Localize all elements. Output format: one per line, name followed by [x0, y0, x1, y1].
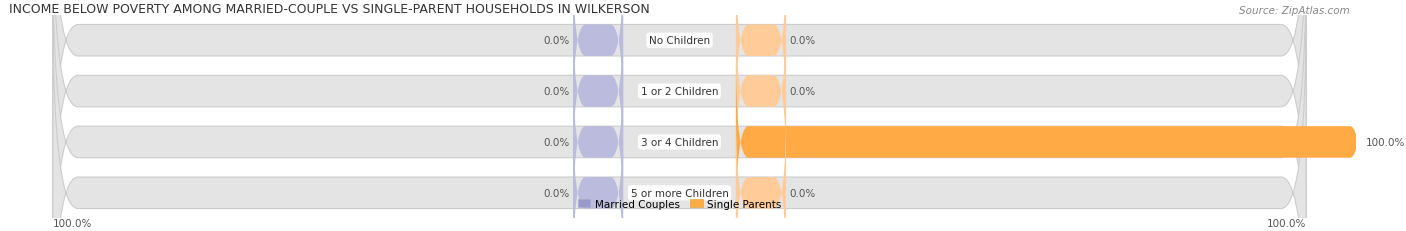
Text: INCOME BELOW POVERTY AMONG MARRIED-COUPLE VS SINGLE-PARENT HOUSEHOLDS IN WILKERS: INCOME BELOW POVERTY AMONG MARRIED-COUPL… — [8, 3, 650, 16]
Text: 0.0%: 0.0% — [544, 137, 569, 147]
Text: Source: ZipAtlas.com: Source: ZipAtlas.com — [1239, 6, 1350, 16]
Text: 100.0%: 100.0% — [1267, 218, 1306, 228]
FancyBboxPatch shape — [735, 57, 1362, 228]
FancyBboxPatch shape — [574, 6, 623, 177]
FancyBboxPatch shape — [53, 0, 1306, 228]
Text: 5 or more Children: 5 or more Children — [631, 188, 728, 198]
Text: 0.0%: 0.0% — [789, 87, 815, 97]
Text: No Children: No Children — [650, 36, 710, 46]
FancyBboxPatch shape — [574, 0, 623, 127]
FancyBboxPatch shape — [735, 0, 786, 127]
Text: 100.0%: 100.0% — [1365, 137, 1405, 147]
FancyBboxPatch shape — [574, 57, 623, 228]
FancyBboxPatch shape — [574, 107, 623, 231]
Text: 0.0%: 0.0% — [789, 188, 815, 198]
FancyBboxPatch shape — [53, 0, 1306, 231]
FancyBboxPatch shape — [735, 107, 786, 231]
Legend: Married Couples, Single Parents: Married Couples, Single Parents — [574, 195, 786, 213]
Text: 100.0%: 100.0% — [53, 218, 93, 228]
FancyBboxPatch shape — [53, 6, 1306, 231]
FancyBboxPatch shape — [735, 6, 786, 177]
Text: 1 or 2 Children: 1 or 2 Children — [641, 87, 718, 97]
Text: 0.0%: 0.0% — [789, 36, 815, 46]
Text: 3 or 4 Children: 3 or 4 Children — [641, 137, 718, 147]
Text: 0.0%: 0.0% — [544, 36, 569, 46]
FancyBboxPatch shape — [53, 0, 1306, 231]
Text: 0.0%: 0.0% — [544, 188, 569, 198]
Text: 0.0%: 0.0% — [544, 87, 569, 97]
